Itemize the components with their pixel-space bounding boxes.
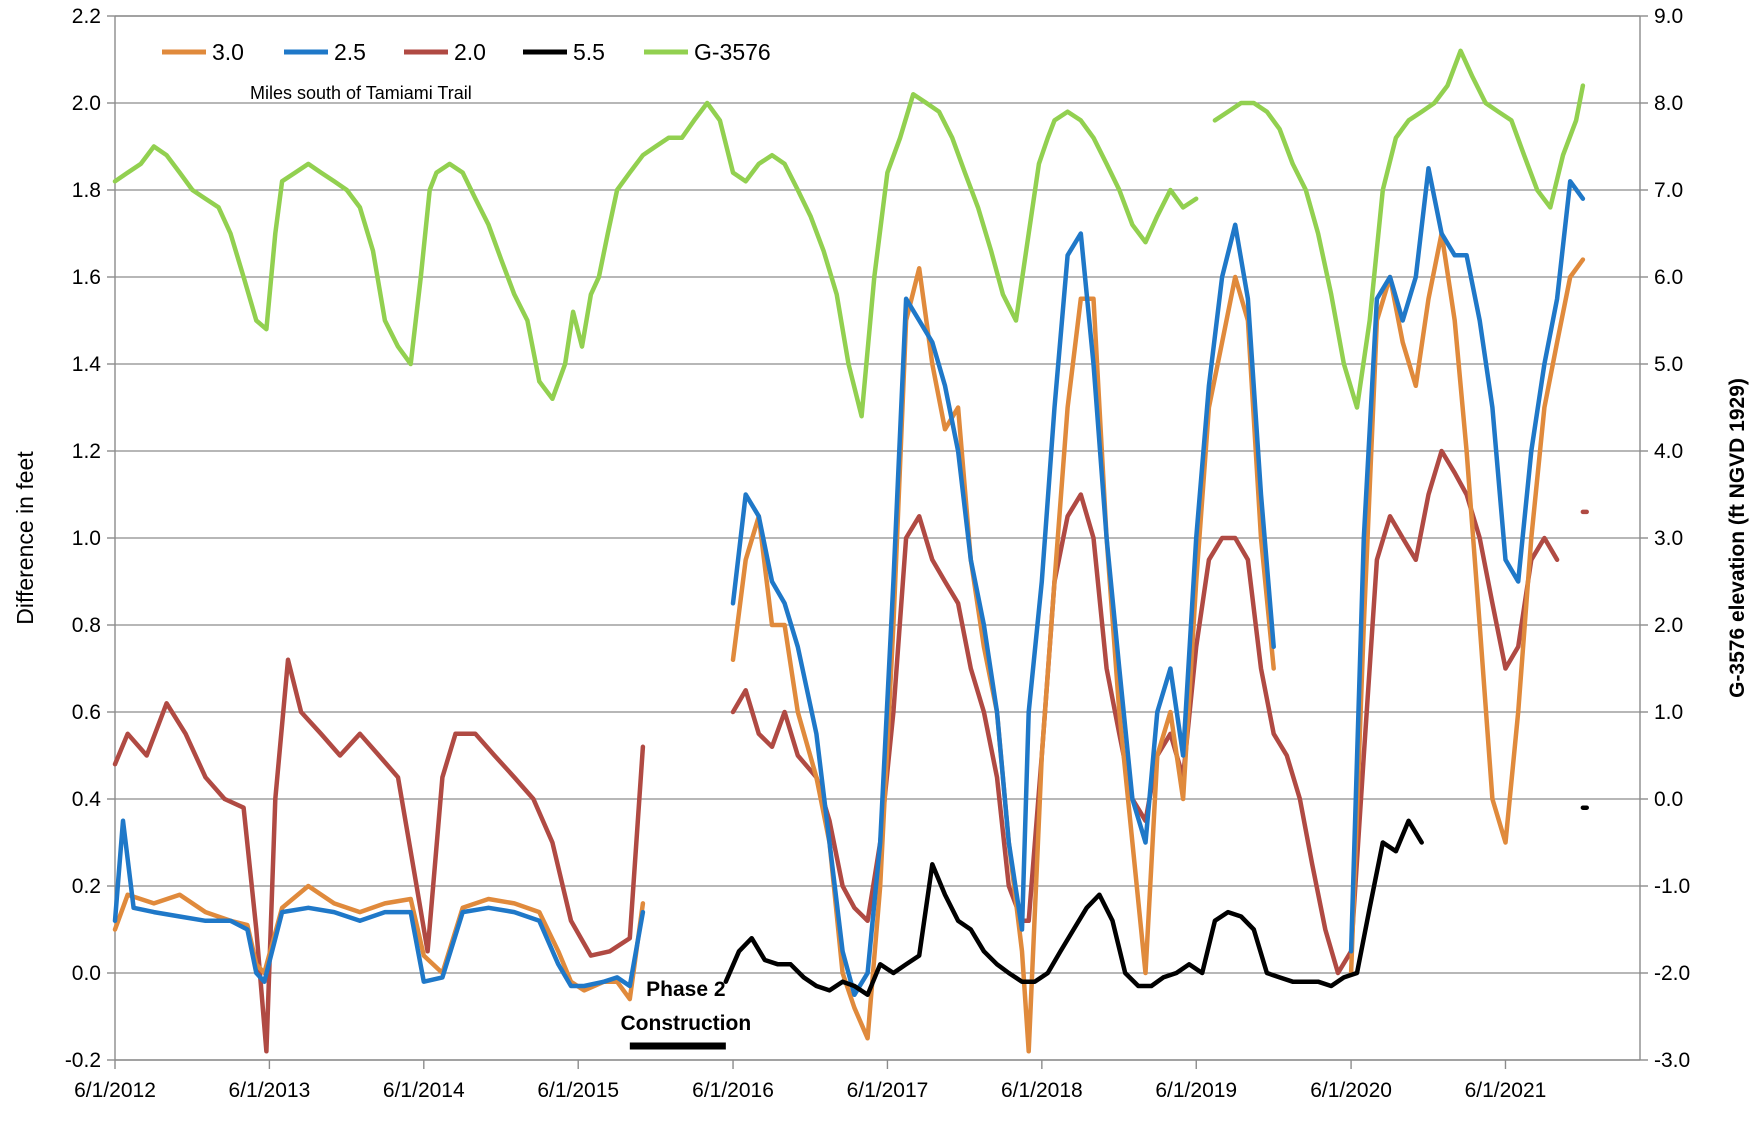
left-tick-label: 1.4 xyxy=(72,353,102,376)
legend-item-g-3576: G-3576 xyxy=(644,39,771,65)
x-tick-label: 6/1/2013 xyxy=(229,1079,311,1102)
right-tick-label: 9.0 xyxy=(1654,5,1683,28)
legend-item-2-5: 2.5 xyxy=(284,39,366,65)
left-tick-label: 1.2 xyxy=(72,440,101,463)
left-axis-title: Difference in feet xyxy=(12,451,38,625)
x-tick-label: 6/1/2017 xyxy=(847,1079,929,1102)
annotation-line-2: Construction xyxy=(621,1012,752,1035)
series-line-2-5 xyxy=(730,222,1276,998)
left-tick-label: 2.2 xyxy=(72,5,101,28)
left-tick-label: 0.2 xyxy=(72,875,101,898)
legend-label: 3.0 xyxy=(212,39,244,65)
right-tick-label: 2.0 xyxy=(1654,614,1683,637)
right-tick-label: 3.0 xyxy=(1654,527,1683,550)
x-tick-label: 6/1/2020 xyxy=(1310,1079,1392,1102)
x-tick-label: 6/1/2015 xyxy=(537,1079,619,1102)
x-tick-label: 6/1/2016 xyxy=(692,1079,774,1102)
phase-2-annotation: Phase 2 Construction xyxy=(621,978,752,1050)
series-layer xyxy=(112,48,1589,1054)
right-axis-ticks: -3.0 -2.0 -1.0 0.0 1.0 2.0 3.0 4.0 5.0 6.0 7.0 8.0 9… xyxy=(1640,5,1690,1072)
right-tick-label: -1.0 xyxy=(1654,875,1690,898)
legend-item-2-0: 2.0 xyxy=(404,39,486,65)
x-tick-label: 6/1/2018 xyxy=(1001,1079,1083,1102)
left-tick-label: -0.2 xyxy=(65,1049,101,1072)
left-tick-label: 2.0 xyxy=(72,92,101,115)
legend-label: 2.5 xyxy=(334,39,366,65)
left-tick-label: 1.6 xyxy=(72,266,101,289)
series-g-3576 xyxy=(112,48,1586,419)
series-line-g-3576 xyxy=(112,92,1199,419)
right-tick-label: 7.0 xyxy=(1654,179,1683,202)
right-tick-label: 1.0 xyxy=(1654,701,1683,724)
series-line-2-0 xyxy=(112,657,646,1054)
legend-label: 2.0 xyxy=(454,39,486,65)
series-line-2-5 xyxy=(112,818,646,989)
left-axis-ticks: -0.2 0.0 0.2 0.4 0.6 0.8 1.0 1.2 1.4 1.6 1.8 2.0 2.2 xyxy=(65,5,115,1072)
series-line-2-5 xyxy=(1348,166,1586,954)
right-tick-label: -2.0 xyxy=(1654,962,1690,985)
legend-label: 5.5 xyxy=(573,39,605,65)
left-tick-label: 0.4 xyxy=(72,788,102,811)
right-tick-label: -3.0 xyxy=(1654,1049,1690,1072)
series-5-5 xyxy=(723,805,1589,998)
legend-subtitle: Miles south of Tamiami Trail xyxy=(250,83,472,103)
x-tick-label: 6/1/2012 xyxy=(74,1079,156,1102)
left-tick-label: 1.8 xyxy=(72,179,101,202)
series-2-5 xyxy=(112,166,1586,998)
right-tick-label: 4.0 xyxy=(1654,440,1683,463)
left-tick-label: 1.0 xyxy=(72,527,101,550)
legend-label: G-3576 xyxy=(694,39,771,65)
left-tick-label: 0.8 xyxy=(72,614,101,637)
x-axis-ticks: 6/1/2012 6/1/2013 6/1/2014 6/1/2015 6/1/2016… xyxy=(74,1060,1546,1102)
x-tick-label: 6/1/2019 xyxy=(1155,1079,1237,1102)
legend-item-5-5: 5.5 xyxy=(523,39,605,65)
x-tick-label: 6/1/2014 xyxy=(383,1079,465,1102)
left-tick-label: 0.6 xyxy=(72,701,101,724)
series-line-g-3576 xyxy=(1212,48,1586,410)
series-line-5-5 xyxy=(723,818,1424,998)
x-tick-label: 6/1/2021 xyxy=(1465,1079,1547,1102)
right-tick-label: 6.0 xyxy=(1654,266,1683,289)
right-tick-label: 5.0 xyxy=(1654,353,1683,376)
legend-item-3-0: 3.0 xyxy=(162,39,244,65)
right-tick-label: 0.0 xyxy=(1654,788,1683,811)
right-axis-title: G-3576 elevation (ft NGVD 1929) xyxy=(1726,378,1749,698)
legend: 3.0 2.5 2.0 5.5 G-3576 xyxy=(162,39,771,65)
right-tick-label: 8.0 xyxy=(1654,92,1683,115)
annotation-line-1: Phase 2 xyxy=(646,978,725,1001)
left-tick-label: 0.0 xyxy=(72,962,101,985)
